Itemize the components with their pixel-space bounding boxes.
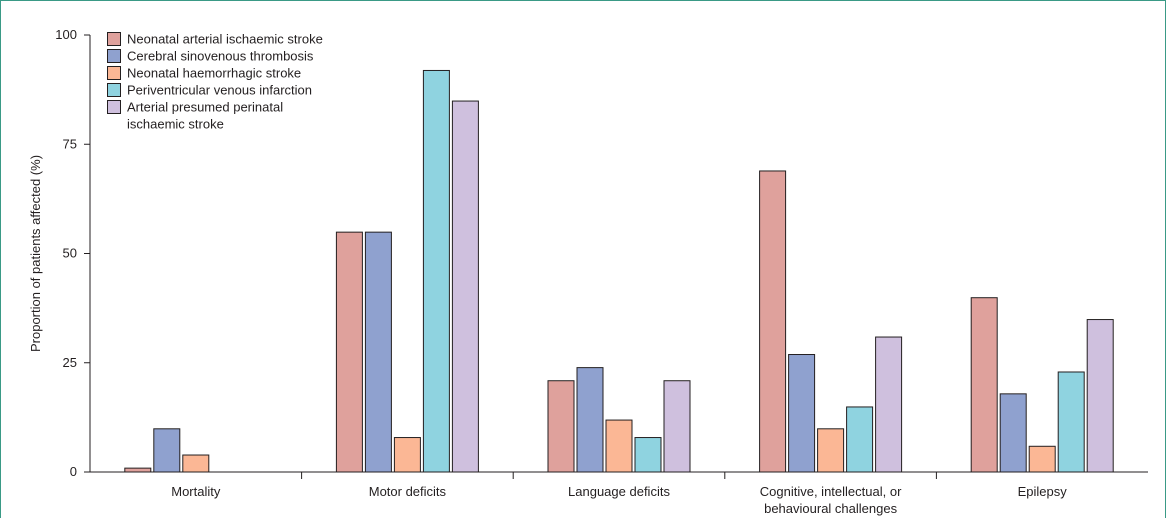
legend-label: Neonatal haemorrhagic stroke (127, 66, 301, 81)
bar (335, 231, 363, 473)
bar (1086, 319, 1114, 473)
legend-swatch (107, 32, 121, 46)
bar (817, 428, 845, 473)
legend-label: Arterial presumed perinatal (127, 100, 283, 115)
y-tick-label: 100 (55, 27, 77, 42)
bar (364, 231, 392, 473)
x-tick-label: Cognitive, intellectual, or (760, 484, 902, 499)
axes: 0 25 50 75 100 Mortality Motor deficits Languag… (55, 27, 1148, 516)
legend-label: Cerebral sinovenous thrombosis (127, 49, 314, 64)
bar (1028, 445, 1056, 473)
legend-swatch (107, 49, 121, 63)
bar (547, 380, 575, 473)
y-tick-label: 25 (63, 355, 77, 370)
y-axis-label: Proportion of patients affected (%) (28, 155, 43, 352)
y-tick-label: 75 (63, 136, 77, 151)
legend-swatch (107, 100, 121, 114)
legend-swatch (107, 66, 121, 80)
bar (576, 367, 604, 473)
bar (634, 437, 662, 473)
bar (124, 467, 152, 473)
bars (124, 69, 1114, 473)
legend: Neonatal arterial ischaemic stroke Cerebr… (107, 32, 323, 132)
bar (846, 406, 874, 473)
bar (875, 336, 903, 473)
x-tick-label: Mortality (171, 484, 221, 499)
x-tick-label: Language deficits (568, 484, 670, 499)
bar (759, 170, 787, 473)
legend-label: Neonatal arterial ischaemic stroke (127, 32, 323, 47)
bar (999, 393, 1027, 473)
legend-label: ischaemic stroke (127, 117, 224, 132)
bar (153, 428, 181, 473)
bar (663, 380, 691, 473)
bar (182, 454, 210, 473)
legend-label: Periventricular venous infarction (127, 83, 312, 98)
bar (1057, 371, 1085, 473)
y-tick-label: 0 (70, 464, 77, 479)
x-tick-label: Epilepsy (1018, 484, 1068, 499)
bar (422, 69, 450, 473)
bar (970, 297, 998, 473)
legend-swatch (107, 83, 121, 97)
x-tick-label: Motor deficits (369, 484, 447, 499)
y-tick-label: 50 (63, 246, 77, 261)
bar (451, 100, 479, 473)
x-tick-label: behavioural challenges (764, 501, 897, 516)
bar (393, 437, 421, 473)
bar (605, 419, 633, 473)
bar (788, 354, 816, 473)
